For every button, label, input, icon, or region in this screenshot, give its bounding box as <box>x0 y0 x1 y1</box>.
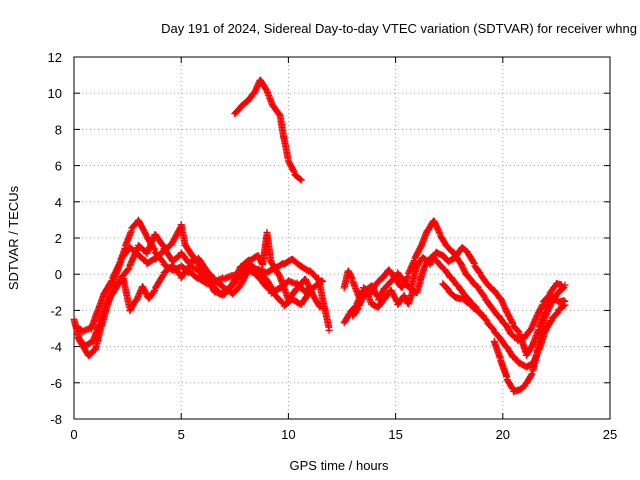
data-point-marker <box>150 288 158 296</box>
y-tick-label: 6 <box>55 159 62 174</box>
data-point-marker <box>469 258 477 266</box>
data-point-marker <box>508 318 516 326</box>
data-point-marker <box>318 277 326 285</box>
data-point-marker <box>528 342 536 350</box>
data-point-marker <box>289 167 297 175</box>
data-point-marker <box>158 257 166 265</box>
series-pass-10 <box>439 280 569 371</box>
data-point-marker <box>353 306 361 314</box>
data-point-marker <box>296 175 304 183</box>
x-tick-label: 25 <box>603 427 617 442</box>
axis-ticks: 0 5 10 15 20 25 -8 -6 -4 -2 0 2 4 6 8 10 12 <box>48 50 618 442</box>
data-point-marker <box>270 288 278 296</box>
data-points <box>70 76 569 396</box>
data-point-marker <box>158 272 166 280</box>
y-tick-label: -4 <box>50 340 62 355</box>
y-tick-label: 2 <box>55 231 62 246</box>
x-tick-label: 5 <box>178 427 185 442</box>
data-point-marker <box>527 371 535 379</box>
data-point-marker <box>304 290 312 298</box>
data-point-marker <box>107 278 115 286</box>
data-point-marker <box>560 302 568 310</box>
y-tick-label: 4 <box>55 195 62 210</box>
y-tick-label: 12 <box>48 50 62 65</box>
series-pass-4 <box>109 231 314 310</box>
data-point-marker <box>514 327 522 335</box>
y-tick-label: -8 <box>50 412 62 427</box>
x-tick-label: 0 <box>70 427 77 442</box>
data-point-marker <box>306 286 314 294</box>
y-tick-label: 8 <box>55 122 62 137</box>
x-axis-label: GPS time / hours <box>290 458 389 473</box>
y-tick-label: -6 <box>50 376 62 391</box>
series-pass-5 <box>231 76 305 184</box>
grid-lines <box>74 57 610 419</box>
data-point-marker <box>325 326 333 334</box>
data-point-marker <box>158 241 166 249</box>
data-point-marker <box>547 318 555 326</box>
data-point-marker <box>116 259 124 267</box>
data-point-marker <box>319 277 327 285</box>
x-tick-label: 15 <box>388 427 402 442</box>
data-point-marker <box>209 274 217 282</box>
data-point-marker <box>141 230 149 238</box>
y-tick-label: -2 <box>50 303 62 318</box>
x-tick-label: 10 <box>281 427 295 442</box>
data-point-marker <box>508 384 516 392</box>
y-tick-label: 10 <box>48 86 62 101</box>
data-point-marker <box>317 303 325 311</box>
data-point-marker <box>116 278 124 286</box>
data-point-marker <box>124 266 132 274</box>
data-point-marker <box>315 301 323 309</box>
data-point-marker <box>117 258 125 266</box>
x-tick-label: 20 <box>496 427 510 442</box>
y-tick-label: 0 <box>55 267 62 282</box>
data-point-marker <box>561 281 569 289</box>
y-axis-label: SDTVAR / TECUs <box>6 185 21 290</box>
data-point-marker <box>297 176 305 184</box>
chart-title: Day 191 of 2024, Sidereal Day-to-day VTE… <box>161 21 637 36</box>
data-point-marker <box>561 301 569 309</box>
